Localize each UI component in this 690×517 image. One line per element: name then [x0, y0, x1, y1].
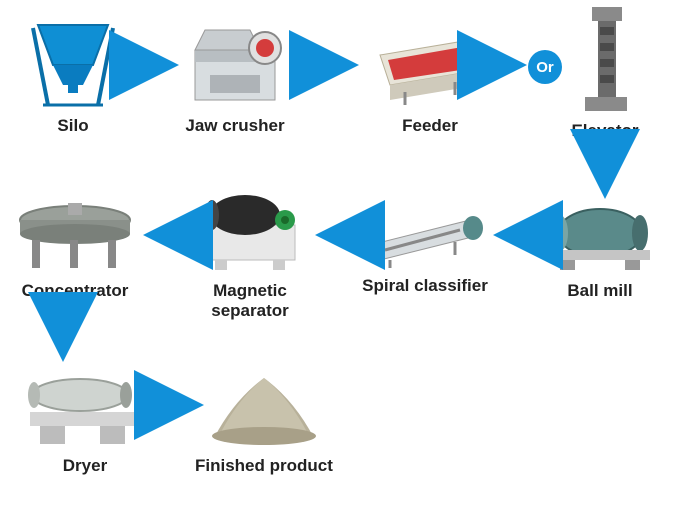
concentrator-label: Concentrator	[22, 281, 129, 301]
finished-product-icon	[199, 370, 329, 450]
node-silo: Silo	[28, 10, 118, 136]
silo-label: Silo	[57, 116, 88, 136]
dryer-icon	[20, 360, 150, 450]
dryer-label: Dryer	[63, 456, 107, 476]
concentrator-icon	[10, 195, 140, 275]
node-dryer: Dryer	[20, 360, 150, 476]
ball-mill-icon	[540, 195, 660, 275]
node-magnetic-separator: Magnetic separator	[190, 185, 310, 320]
feeder-icon	[370, 30, 490, 110]
node-ball-mill: Ball mill	[540, 195, 660, 301]
node-finished-product: Finished product	[195, 370, 333, 476]
node-spiral-classifier: Spiral classifier	[360, 200, 490, 296]
finished-product-label: Finished product	[195, 456, 333, 476]
jaw-crusher-label: Jaw crusher	[185, 116, 284, 136]
magnetic-separator-icon	[190, 185, 310, 275]
node-jaw-crusher: Jaw crusher	[180, 20, 290, 136]
spiral-classifier-label: Spiral classifier	[362, 276, 488, 296]
node-elevator: Elevator	[570, 5, 640, 141]
elevator-icon	[570, 5, 640, 115]
silo-icon	[28, 10, 118, 110]
or-badge-text: Or	[536, 59, 554, 76]
or-badge: Or	[528, 50, 562, 84]
elevator-label: Elevator	[571, 121, 638, 141]
node-concentrator: Concentrator	[10, 195, 140, 301]
spiral-classifier-icon	[360, 200, 490, 270]
feeder-label: Feeder	[402, 116, 458, 136]
ball-mill-label: Ball mill	[567, 281, 632, 301]
magnetic-separator-label: Magnetic separator	[211, 281, 288, 320]
node-feeder: Feeder	[370, 30, 490, 136]
jaw-crusher-icon	[180, 20, 290, 110]
